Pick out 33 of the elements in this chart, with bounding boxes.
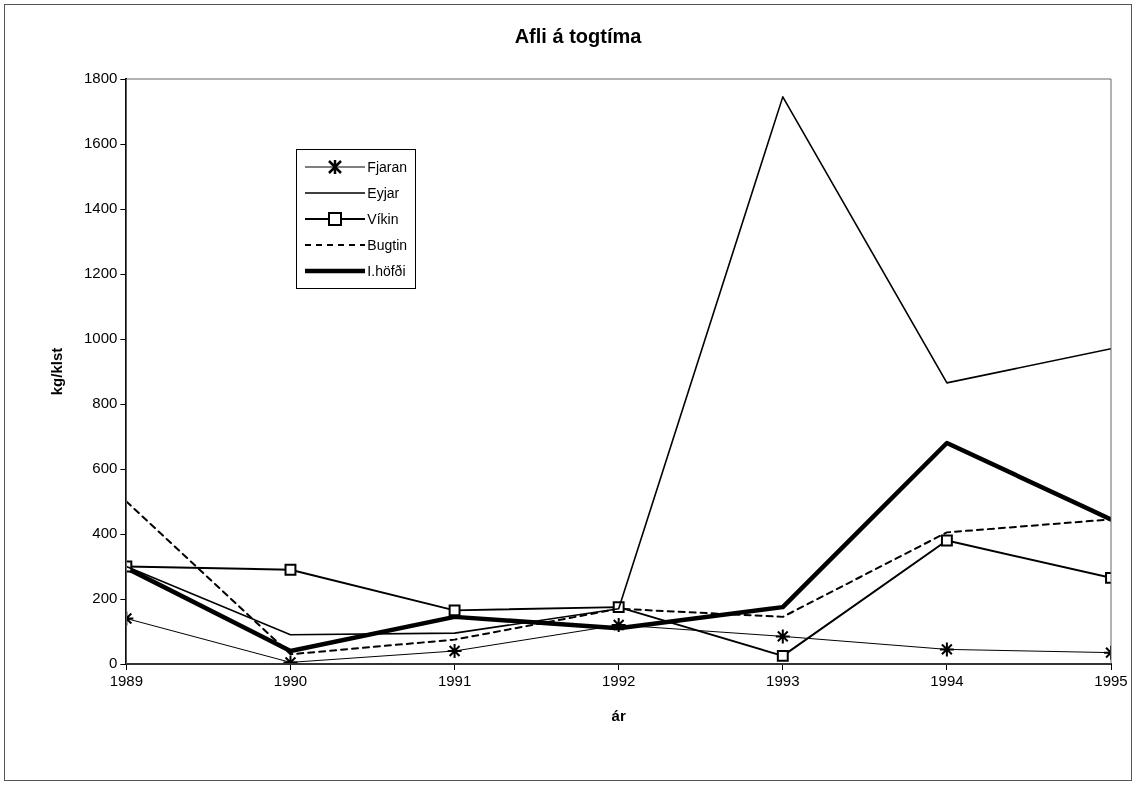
legend-label: Víkin <box>367 211 399 227</box>
point <box>284 563 297 576</box>
y-axis-title: kg/klst <box>48 347 66 396</box>
point <box>938 641 955 658</box>
x-axis-title: ár <box>611 707 626 725</box>
point <box>610 617 627 633</box>
y-tick-label: 0 <box>109 654 118 672</box>
y-tick-label: 600 <box>92 459 118 477</box>
chart-title: Afli á togtíma <box>514 24 643 47</box>
legend-label: I.höfði <box>367 263 406 279</box>
y-tick-label: 1800 <box>83 69 118 87</box>
x-tick-label: 1990 <box>273 672 308 690</box>
y-tick-label: 800 <box>92 394 118 412</box>
point <box>940 534 953 547</box>
x-tick-label: 1995 <box>1094 672 1128 690</box>
point <box>446 643 463 659</box>
x-tick-label: 1992 <box>602 672 636 690</box>
point <box>774 628 791 645</box>
y-tick-label: 400 <box>92 524 118 542</box>
point <box>448 604 461 617</box>
point <box>776 649 789 662</box>
x-tick-label: 1989 <box>109 672 144 690</box>
y-tick-label: 1400 <box>83 199 118 217</box>
x-tick-label: 1991 <box>437 672 472 690</box>
legend-label: Bugtin <box>367 237 408 253</box>
x-tick-label: 1993 <box>766 672 800 690</box>
y-tick-label: 1200 <box>83 264 118 282</box>
y-tick-label: 1000 <box>83 329 118 347</box>
y-tick-label: 200 <box>92 589 118 607</box>
legend-label: Eyjar <box>367 185 400 201</box>
x-tick-label: 1994 <box>930 672 964 690</box>
y-tick-label: 1600 <box>83 134 118 152</box>
legend-label: Fjaran <box>367 159 408 175</box>
